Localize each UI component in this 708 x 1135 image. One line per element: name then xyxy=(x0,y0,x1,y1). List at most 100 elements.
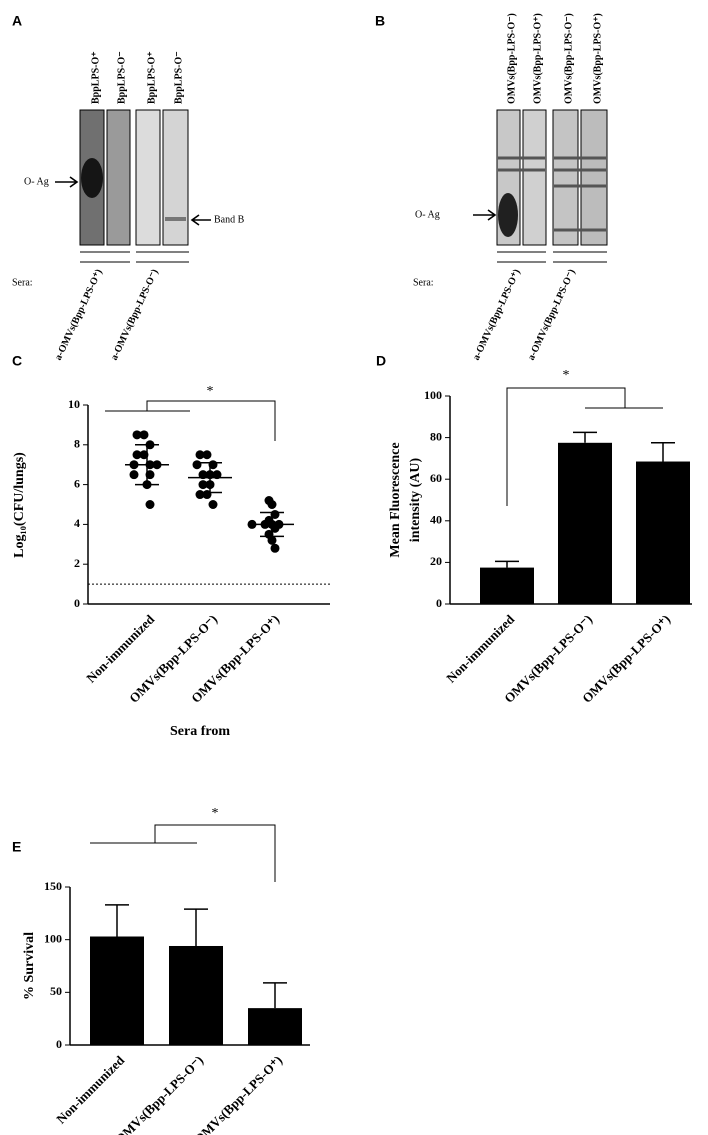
bar xyxy=(248,1008,302,1045)
data-point xyxy=(195,490,205,500)
x-tick-label: OMVs(Bpp-LPS-O⁺) xyxy=(579,612,673,706)
chart-1: D 0 20 40 60 80 100 Mean Fluorescence intensity … xyxy=(376,353,692,706)
data-point xyxy=(195,450,205,460)
x-tick-label: OMVs(Bpp-LPS-O⁻) xyxy=(112,1053,206,1135)
x-tick-label: OMVs(Bpp-LPS-O⁻) xyxy=(501,612,595,706)
data-point xyxy=(267,500,277,509)
lane-label: OMVs(Bpp-LPS-O⁻) xyxy=(506,13,517,104)
x-tick-label: Non-immunized xyxy=(443,611,517,685)
x-axis-label: Sera from xyxy=(170,724,230,739)
data-point xyxy=(267,535,277,545)
annotation: O- Ag xyxy=(415,209,440,220)
y-tick-label: 60 xyxy=(430,471,442,485)
bar xyxy=(636,461,690,604)
sera-label: Sera: xyxy=(12,277,33,288)
significance-bracket xyxy=(105,400,276,441)
annotation: Band B xyxy=(214,214,245,225)
lane-label: BppLPS-O⁻ xyxy=(116,51,127,104)
data-point xyxy=(132,430,142,440)
bar xyxy=(169,945,223,1045)
panel-label: D xyxy=(376,353,386,369)
panel-label: A xyxy=(12,13,22,29)
data-point xyxy=(270,543,280,553)
panel-label: B xyxy=(375,13,385,29)
y-tick-label: 2 xyxy=(74,556,80,570)
data-point xyxy=(198,480,208,490)
blot-lane xyxy=(580,109,608,246)
blot-band xyxy=(498,156,606,232)
sera-name: a-OMVs(Bpp-LPS-O⁻) xyxy=(109,268,161,363)
y-tick-label: 40 xyxy=(430,513,442,527)
error-bar xyxy=(495,560,519,568)
lane-label: OMVs(Bpp-LPS-O⁺) xyxy=(532,13,543,104)
blot-lane xyxy=(552,109,579,246)
panel-a: A BppLPS-O⁺ BppLPS-O⁻ BppLPS-O⁺ BppLPS-O… xyxy=(12,13,245,362)
x-tick-label: OMVs(Bpp-LPS-O⁺) xyxy=(191,1053,285,1135)
lane-label: BppLPS-O⁻ xyxy=(173,51,184,104)
arrow xyxy=(473,209,497,221)
significance-label: * xyxy=(207,384,214,399)
data-point xyxy=(192,460,202,470)
arrow xyxy=(55,176,79,188)
lane-label: OMVs(Bpp-LPS-O⁻) xyxy=(563,13,574,104)
y-axis-label: intensity (AU) xyxy=(408,457,423,542)
data-point xyxy=(132,450,142,460)
error-bar xyxy=(198,461,222,494)
y-tick-label: 0 xyxy=(436,596,442,610)
y-tick-label: 4 xyxy=(74,516,80,530)
error-bar xyxy=(573,431,597,443)
y-axis-label: Mean Fluorescence xyxy=(388,442,403,557)
error-bar xyxy=(105,904,129,937)
data-point xyxy=(202,450,212,460)
panel-label: C xyxy=(12,353,22,369)
bar xyxy=(558,442,612,604)
sera-label: Sera: xyxy=(413,277,434,288)
blot-lane xyxy=(106,109,131,246)
y-tick-label: 0 xyxy=(74,596,80,610)
y-tick-label: 8 xyxy=(74,437,80,451)
bar xyxy=(90,936,144,1045)
error-bar xyxy=(260,511,284,538)
significance-label: * xyxy=(563,368,570,383)
blot-band xyxy=(165,217,186,221)
y-axis-label: % Survival xyxy=(22,932,37,1000)
x-tick-label: Non-immunized xyxy=(53,1052,127,1126)
bar xyxy=(480,567,534,604)
divider xyxy=(497,251,607,263)
lane-label: BppLPS-O⁺ xyxy=(146,51,157,104)
error-bar xyxy=(135,444,159,486)
y-axis-label: Log₁₀(CFU/lungs) xyxy=(12,452,27,558)
y-tick-label: 150 xyxy=(44,879,62,893)
data-point xyxy=(129,470,139,480)
y-tick-label: 20 xyxy=(430,554,442,568)
significance-bracket xyxy=(506,387,663,506)
y-tick-label: 100 xyxy=(44,931,62,945)
y-tick-label: 80 xyxy=(430,429,442,443)
significance-label: * xyxy=(212,806,219,821)
sera-name: a-OMVs(Bpp-LPS-O⁺) xyxy=(471,268,523,363)
error-bar xyxy=(651,442,675,462)
sera-name: a-OMVs(Bpp-LPS-O⁻) xyxy=(526,268,578,363)
divider xyxy=(80,251,189,263)
data-point xyxy=(139,430,149,440)
panel-label: E xyxy=(12,839,21,855)
y-tick-label: 10 xyxy=(68,397,80,411)
sera-name: a-OMVs(Bpp-LPS-O⁺) xyxy=(53,268,105,363)
y-tick-label: 50 xyxy=(50,984,62,998)
error-bar xyxy=(263,982,287,1009)
blot-lane xyxy=(522,109,547,246)
panel-b: B OMVs(Bpp-LPS-O⁻) OMVs(Bpp-LPS-O⁺) OMVs… xyxy=(375,13,608,363)
y-tick-label: 6 xyxy=(74,476,80,490)
significance-bracket xyxy=(90,824,276,882)
blot-band xyxy=(498,193,518,237)
y-tick-label: 100 xyxy=(424,388,442,402)
blot-band xyxy=(81,158,103,198)
annotation: O- Ag xyxy=(24,176,49,187)
blot-lane xyxy=(135,109,161,246)
data-point xyxy=(145,500,155,509)
y-tick-label: 0 xyxy=(56,1037,62,1051)
arrow xyxy=(190,214,211,226)
